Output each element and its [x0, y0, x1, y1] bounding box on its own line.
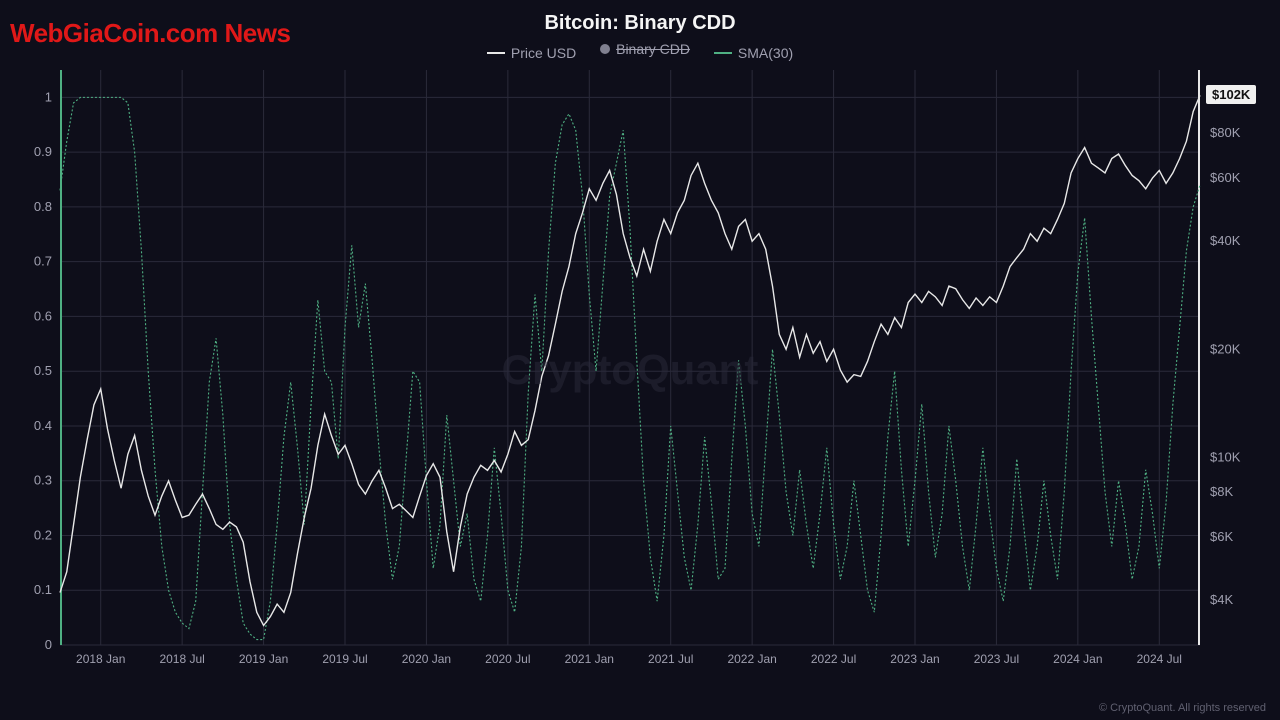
svg-text:0.4: 0.4	[34, 418, 52, 433]
svg-text:0.3: 0.3	[34, 473, 52, 488]
svg-text:1: 1	[45, 89, 52, 104]
legend-swatch-cdd	[600, 44, 610, 54]
svg-text:2023 Jan: 2023 Jan	[890, 652, 939, 666]
brand-overlay: WebGiaCoin.com News	[10, 18, 290, 49]
svg-text:0.7: 0.7	[34, 254, 52, 269]
svg-text:2022 Jan: 2022 Jan	[727, 652, 776, 666]
legend-label: SMA(30)	[738, 45, 793, 61]
svg-text:2021 Jan: 2021 Jan	[565, 652, 614, 666]
svg-text:2023 Jul: 2023 Jul	[974, 652, 1019, 666]
chart-svg: 00.10.20.30.40.50.60.70.80.91$4K$6K$8K$1…	[60, 70, 1200, 670]
svg-text:$60K: $60K	[1210, 170, 1241, 185]
svg-text:0.5: 0.5	[34, 363, 52, 378]
svg-text:2018 Jan: 2018 Jan	[76, 652, 125, 666]
svg-text:$6K: $6K	[1210, 529, 1233, 544]
legend-label: Price USD	[511, 45, 576, 61]
svg-text:2020 Jul: 2020 Jul	[485, 652, 530, 666]
svg-text:2019 Jul: 2019 Jul	[322, 652, 367, 666]
svg-text:0.2: 0.2	[34, 527, 52, 542]
svg-text:$4K: $4K	[1210, 592, 1233, 607]
svg-text:$10K: $10K	[1210, 449, 1241, 464]
svg-text:2018 Jul: 2018 Jul	[159, 652, 204, 666]
svg-text:0.1: 0.1	[34, 582, 52, 597]
legend-price[interactable]: Price USD	[487, 45, 576, 61]
svg-text:$80K: $80K	[1210, 125, 1241, 140]
svg-text:2021 Jul: 2021 Jul	[648, 652, 693, 666]
chart-area: CryptoQuant 00.10.20.30.40.50.60.70.80.9…	[60, 70, 1200, 670]
svg-text:2019 Jan: 2019 Jan	[239, 652, 288, 666]
legend-swatch-price	[487, 52, 505, 54]
legend-sma[interactable]: SMA(30)	[714, 45, 793, 61]
legend-swatch-sma	[714, 52, 732, 54]
legend-label: Binary CDD	[616, 41, 690, 57]
svg-text:$40K: $40K	[1210, 233, 1241, 248]
svg-text:2020 Jan: 2020 Jan	[402, 652, 451, 666]
svg-text:2024 Jan: 2024 Jan	[1053, 652, 1102, 666]
svg-text:2022 Jul: 2022 Jul	[811, 652, 856, 666]
copyright: © CryptoQuant. All rights reserved	[1099, 702, 1266, 714]
svg-text:0.9: 0.9	[34, 144, 52, 159]
legend-binary-cdd[interactable]: Binary CDD	[600, 41, 690, 57]
price-badge: $102K	[1206, 85, 1256, 104]
svg-text:0: 0	[45, 637, 52, 652]
svg-text:2024 Jul: 2024 Jul	[1137, 652, 1182, 666]
svg-text:0.8: 0.8	[34, 199, 52, 214]
svg-text:0.6: 0.6	[34, 308, 52, 323]
svg-text:$20K: $20K	[1210, 341, 1241, 356]
svg-text:$8K: $8K	[1210, 484, 1233, 499]
